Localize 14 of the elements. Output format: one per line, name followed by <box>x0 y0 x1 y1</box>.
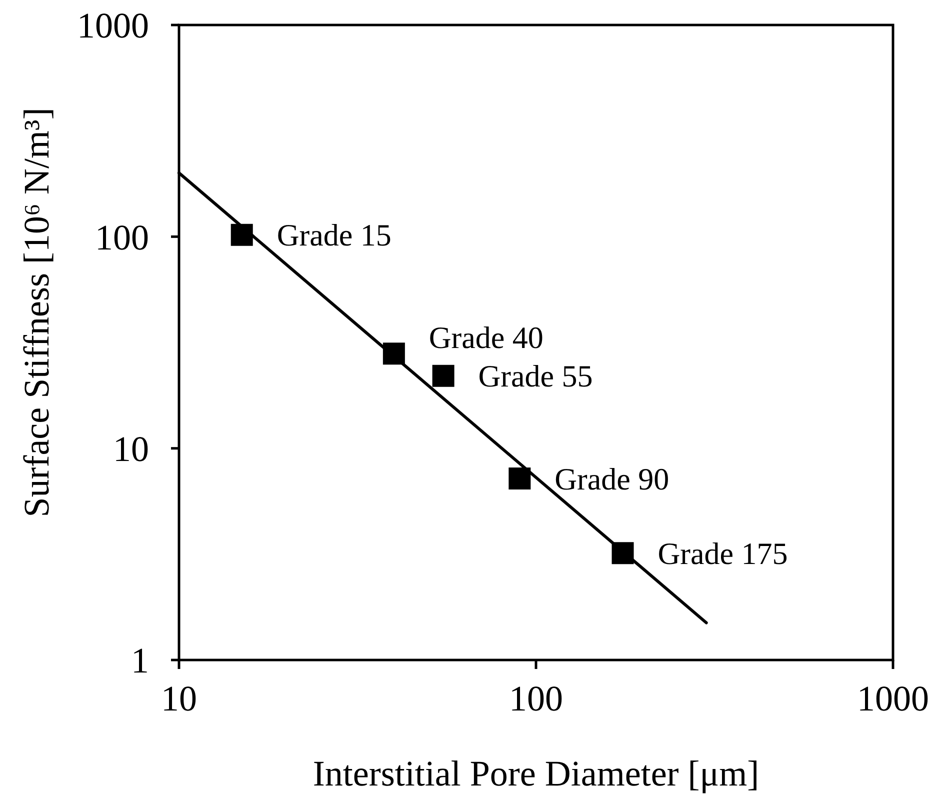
x-tick-label: 100 <box>509 678 563 719</box>
y-tick-label: 10 <box>113 428 149 469</box>
annotation: Grade 175 <box>658 536 788 571</box>
x-axis-title: Interstitial Pore Diameter [μm] <box>312 754 760 794</box>
y-tick-label: 1 <box>131 640 149 681</box>
y-axis-title: Surface Stiffness [10⁶ N/m³] <box>16 108 57 518</box>
y-tick-label: 1000 <box>77 6 149 46</box>
annotation: Grade 90 <box>554 461 670 496</box>
annotation: Grade 15 <box>276 218 392 253</box>
x-tick-label: 1000 <box>857 678 929 719</box>
annotation: Grade 40 <box>428 320 544 356</box>
annotation: Grade 55 <box>478 358 593 394</box>
y-tick-label: 100 <box>95 217 149 258</box>
x-tick-label: 10 <box>161 678 197 719</box>
